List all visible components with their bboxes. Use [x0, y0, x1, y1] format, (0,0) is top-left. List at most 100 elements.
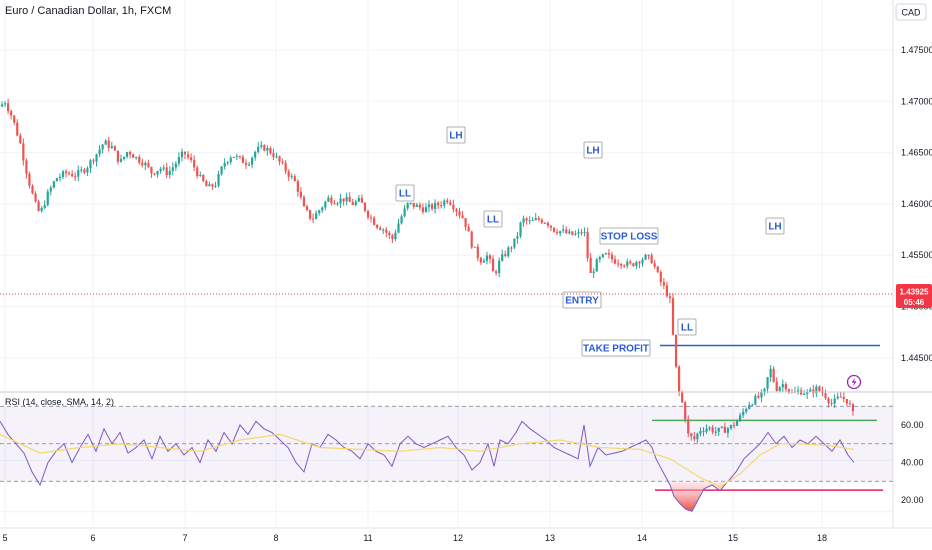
candle — [220, 165, 223, 176]
candle — [693, 432, 696, 442]
candle-body — [568, 231, 571, 234]
candle-body — [711, 427, 714, 433]
candle-body — [116, 150, 119, 162]
candle-body — [373, 217, 376, 225]
candle-body — [434, 202, 437, 209]
candle-body — [168, 170, 171, 176]
candle — [49, 185, 52, 196]
candle-body — [507, 247, 510, 256]
candle — [650, 253, 653, 264]
candle — [379, 226, 382, 231]
candle-body — [354, 201, 357, 205]
annotation-box — [483, 210, 503, 228]
candle-body — [729, 425, 733, 429]
candle-body — [479, 258, 482, 263]
candle — [833, 394, 836, 409]
candle-body — [199, 175, 202, 177]
currency-label: CAD — [901, 8, 921, 18]
candle-body — [577, 232, 580, 234]
candle-body — [803, 393, 806, 395]
candle — [809, 387, 812, 393]
candle-body — [693, 436, 696, 440]
candle — [138, 154, 141, 165]
candle — [135, 156, 138, 160]
candle-body — [232, 157, 235, 159]
candle — [598, 255, 601, 263]
time-axis[interactable]: 5 6 7 8 11 12 13 14 15 18 — [2, 533, 827, 543]
candle-body — [369, 217, 373, 219]
candle — [760, 389, 763, 403]
candle-body — [806, 391, 809, 394]
candle — [415, 203, 418, 208]
annotation-box — [677, 318, 697, 336]
candle — [25, 158, 28, 179]
candle-body — [696, 433, 699, 440]
candle — [354, 199, 357, 207]
candle-body — [43, 205, 46, 208]
candle-body — [726, 428, 729, 433]
candle-body — [650, 255, 653, 264]
candle — [632, 262, 635, 267]
candle-body — [690, 433, 693, 437]
candle-body — [449, 202, 452, 205]
candle-body — [284, 162, 287, 172]
candle-body — [830, 403, 833, 405]
candle-body — [217, 173, 220, 186]
candle — [202, 174, 205, 183]
candle-body — [336, 203, 339, 205]
candle-body — [388, 232, 391, 236]
candle — [671, 293, 675, 336]
candle-body — [220, 166, 223, 174]
annotation-text: LH — [768, 222, 781, 233]
candle — [556, 228, 559, 235]
candle-body — [147, 162, 150, 167]
candle — [165, 162, 168, 179]
candle-body — [180, 151, 184, 158]
candle-body — [302, 197, 306, 207]
candle — [284, 160, 287, 175]
candle-body — [662, 282, 665, 286]
candle-body — [174, 163, 177, 168]
candlestick-series — [0, 98, 855, 444]
rsi-tick-label: 20.00 — [901, 495, 924, 505]
candle-body — [290, 176, 293, 178]
candle — [440, 201, 443, 209]
annotation-text: STOP LOSS — [601, 232, 658, 243]
candle-body — [464, 218, 467, 228]
candle — [147, 159, 150, 169]
candle — [183, 151, 187, 160]
candle-body — [836, 396, 839, 399]
price-axis[interactable]: 1.475001.470001.465001.460001.455001.450… — [901, 45, 932, 363]
candle — [522, 215, 525, 227]
candle-body — [766, 377, 769, 389]
candle-body — [293, 176, 296, 182]
time-tick-label: 6 — [90, 533, 95, 543]
candle-body — [40, 207, 43, 211]
lightning-icon[interactable] — [846, 374, 862, 390]
candle — [10, 109, 13, 120]
candle — [257, 142, 260, 154]
candle — [830, 398, 833, 407]
candle-body — [461, 215, 464, 219]
candle-body — [531, 219, 534, 221]
candle — [162, 164, 165, 171]
candle — [571, 231, 574, 236]
candle-body — [0, 104, 4, 107]
candle — [229, 155, 232, 165]
candle — [89, 158, 92, 174]
candle — [525, 216, 528, 225]
currency-button[interactable]: CAD — [895, 3, 927, 21]
candle-body — [742, 411, 745, 416]
candle — [717, 427, 720, 437]
candle-body — [668, 296, 672, 299]
candle — [565, 226, 568, 234]
candle — [443, 198, 446, 209]
ll-label: LL — [677, 318, 697, 336]
candle — [177, 152, 180, 167]
candle-body — [37, 201, 40, 211]
annotation-box — [581, 339, 651, 357]
candle-body — [171, 167, 174, 171]
candle-body — [382, 229, 385, 231]
rsi-tick-label: 40.00 — [901, 458, 924, 468]
